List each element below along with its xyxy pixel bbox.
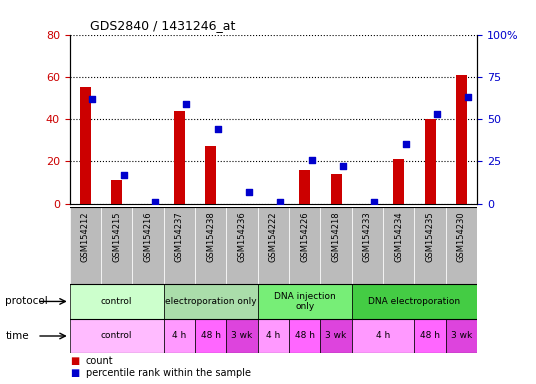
- Point: [88, 96, 96, 102]
- Bar: [80, 88, 91, 204]
- Bar: [414, 319, 446, 353]
- Text: GSM154216: GSM154216: [144, 211, 153, 262]
- Text: 4 h: 4 h: [376, 331, 390, 341]
- Text: 3 wk: 3 wk: [232, 331, 252, 341]
- Bar: [258, 207, 289, 284]
- Bar: [352, 207, 383, 284]
- Point: [213, 126, 222, 132]
- Bar: [70, 207, 101, 284]
- Bar: [101, 207, 132, 284]
- Text: GSM154236: GSM154236: [237, 211, 247, 262]
- Text: 4 h: 4 h: [172, 331, 187, 341]
- Bar: [258, 284, 352, 319]
- Bar: [289, 207, 321, 284]
- Bar: [163, 319, 195, 353]
- Text: 48 h: 48 h: [295, 331, 315, 341]
- Bar: [132, 207, 163, 284]
- Bar: [352, 319, 414, 353]
- Text: 3 wk: 3 wk: [325, 331, 347, 341]
- Text: GSM154233: GSM154233: [363, 211, 372, 262]
- Text: percentile rank within the sample: percentile rank within the sample: [86, 368, 251, 379]
- Text: control: control: [101, 297, 132, 306]
- Bar: [205, 147, 216, 204]
- Text: GSM154235: GSM154235: [426, 211, 435, 262]
- Text: GSM154237: GSM154237: [175, 211, 184, 262]
- Text: GSM154218: GSM154218: [332, 211, 340, 262]
- Bar: [446, 319, 477, 353]
- Text: control: control: [101, 331, 132, 341]
- Bar: [414, 207, 446, 284]
- Point: [464, 94, 473, 100]
- Text: GSM154234: GSM154234: [394, 211, 403, 262]
- Text: count: count: [86, 356, 114, 366]
- Text: GSM154215: GSM154215: [112, 211, 121, 262]
- Bar: [299, 170, 310, 204]
- Bar: [163, 284, 258, 319]
- Text: DNA injection
only: DNA injection only: [274, 292, 336, 311]
- Text: 48 h: 48 h: [420, 331, 440, 341]
- Point: [308, 157, 316, 163]
- Text: 3 wk: 3 wk: [451, 331, 472, 341]
- Bar: [331, 174, 341, 204]
- Bar: [195, 207, 226, 284]
- Text: GSM154222: GSM154222: [269, 211, 278, 262]
- Text: electroporation only: electroporation only: [165, 297, 257, 306]
- Bar: [425, 119, 436, 204]
- Text: GSM154226: GSM154226: [300, 211, 309, 262]
- Text: ■: ■: [70, 368, 79, 379]
- Bar: [383, 207, 414, 284]
- Text: GDS2840 / 1431246_at: GDS2840 / 1431246_at: [90, 19, 235, 32]
- Text: 48 h: 48 h: [200, 331, 221, 341]
- Point: [245, 189, 254, 195]
- Text: 4 h: 4 h: [266, 331, 280, 341]
- Point: [182, 101, 191, 107]
- Bar: [446, 207, 477, 284]
- Text: GSM154238: GSM154238: [206, 211, 215, 262]
- Point: [401, 141, 410, 147]
- Point: [433, 111, 441, 117]
- Text: GSM154212: GSM154212: [81, 211, 90, 262]
- Bar: [352, 284, 477, 319]
- Text: protocol: protocol: [5, 296, 48, 306]
- Bar: [289, 319, 321, 353]
- Bar: [226, 207, 258, 284]
- Point: [339, 163, 347, 169]
- Bar: [195, 319, 226, 353]
- Bar: [456, 74, 467, 204]
- Text: DNA electroporation: DNA electroporation: [368, 297, 460, 306]
- Bar: [393, 159, 404, 204]
- Point: [276, 199, 285, 205]
- Point: [120, 172, 128, 178]
- Bar: [226, 319, 258, 353]
- Bar: [258, 319, 289, 353]
- Text: ■: ■: [70, 356, 79, 366]
- Bar: [321, 207, 352, 284]
- Text: GSM154230: GSM154230: [457, 211, 466, 262]
- Point: [151, 199, 159, 205]
- Bar: [321, 319, 352, 353]
- Bar: [70, 284, 163, 319]
- Bar: [111, 180, 122, 204]
- Text: time: time: [5, 331, 29, 341]
- Bar: [174, 111, 185, 204]
- Bar: [163, 207, 195, 284]
- Bar: [70, 319, 163, 353]
- Point: [370, 199, 379, 205]
